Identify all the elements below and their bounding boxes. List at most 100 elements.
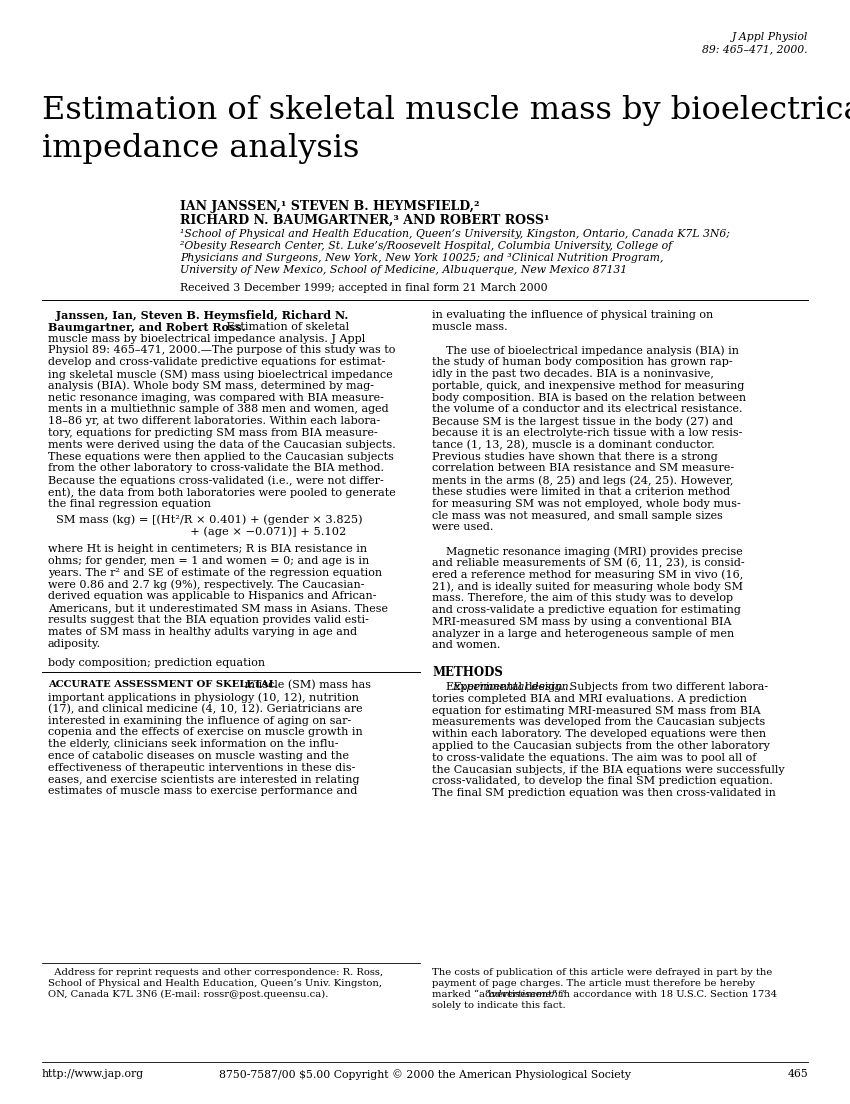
- Text: correlation between BIA resistance and SM measure-: correlation between BIA resistance and S…: [432, 464, 734, 474]
- Text: years. The r² and SE of estimate of the regression equation: years. The r² and SE of estimate of the …: [48, 567, 383, 577]
- Text: ohms; for gender, men = 1 and women = 0; and age is in: ohms; for gender, men = 1 and women = 0;…: [48, 556, 369, 566]
- Text: idly in the past two decades. BIA is a noninvasive,: idly in the past two decades. BIA is a n…: [432, 369, 714, 379]
- Text: Estimation of skeletal muscle mass by bioelectrical
impedance analysis: Estimation of skeletal muscle mass by bi…: [42, 95, 850, 164]
- Text: ACCURATE ASSESSMENT OF SKELETAL: ACCURATE ASSESSMENT OF SKELETAL: [48, 680, 275, 689]
- Text: 18–86 yr, at two different laboratories. Within each labora-: 18–86 yr, at two different laboratories.…: [48, 416, 380, 426]
- Text: the study of human body composition has grown rap-: the study of human body composition has …: [432, 358, 733, 368]
- Text: METHODS: METHODS: [432, 666, 503, 679]
- Text: Estimation of skeletal: Estimation of skeletal: [223, 321, 349, 332]
- Text: effectiveness of therapeutic interventions in these dis-: effectiveness of therapeutic interventio…: [48, 763, 355, 773]
- Text: 465: 465: [787, 1069, 808, 1079]
- Text: the elderly, clinicians seek information on the influ-: the elderly, clinicians seek information…: [48, 740, 338, 750]
- Text: The costs of publication of this article were defrayed in part by the: The costs of publication of this article…: [432, 968, 773, 977]
- Text: ²Obesity Research Center, St. Luke’s/Roosevelt Hospital, Columbia University, Co: ²Obesity Research Center, St. Luke’s/Roo…: [180, 241, 672, 251]
- Text: and cross-validate a predictive equation for estimating: and cross-validate a predictive equation…: [432, 605, 741, 615]
- Text: Address for reprint requests and other correspondence: R. Ross,: Address for reprint requests and other c…: [48, 968, 383, 977]
- Text: tory, equations for predicting SM mass from BIA measure-: tory, equations for predicting SM mass f…: [48, 428, 377, 438]
- Text: analysis (BIA). Whole body SM mass, determined by mag-: analysis (BIA). Whole body SM mass, dete…: [48, 381, 374, 391]
- Text: where Ht is height in centimeters; R is BIA resistance in: where Ht is height in centimeters; R is …: [48, 544, 367, 554]
- Text: muscle (SM) mass has: muscle (SM) mass has: [241, 680, 371, 690]
- Text: results suggest that the BIA equation provides valid esti-: results suggest that the BIA equation pr…: [48, 615, 369, 625]
- Text: mass. Therefore, the aim of this study was to develop: mass. Therefore, the aim of this study w…: [432, 593, 733, 603]
- Text: marked “advertisement” in accordance with 18 U.S.C. Section 1734: marked “advertisement” in accordance wit…: [432, 990, 777, 999]
- Text: “advertisement”: “advertisement”: [484, 990, 567, 999]
- Text: these studies were limited in that a criterion method: these studies were limited in that a cri…: [432, 487, 730, 497]
- Text: important applications in physiology (10, 12), nutrition: important applications in physiology (10…: [48, 692, 359, 702]
- Text: http://www.jap.org: http://www.jap.org: [42, 1069, 144, 1079]
- Text: These equations were then applied to the Caucasian subjects: These equations were then applied to the…: [48, 452, 394, 461]
- Text: SM mass (kg) = [(Ht²/R × 0.401) + (gender × 3.825): SM mass (kg) = [(Ht²/R × 0.401) + (gende…: [56, 514, 363, 526]
- Text: ON, Canada K7L 3N6 (E-mail: rossr@post.queensu.ca).: ON, Canada K7L 3N6 (E-mail: rossr@post.q…: [48, 990, 328, 999]
- Text: ered a reference method for measuring SM in vivo (16,: ered a reference method for measuring SM…: [432, 570, 743, 581]
- Text: 8750-7587/00 $5.00 Copyright © 2000 the American Physiological Society: 8750-7587/00 $5.00 Copyright © 2000 the …: [219, 1069, 631, 1080]
- Text: muscle mass.: muscle mass.: [432, 321, 507, 332]
- Text: analyzer in a large and heterogeneous sample of men: analyzer in a large and heterogeneous sa…: [432, 628, 734, 638]
- Text: (17), and clinical medicine (4, 10, 12). Geriatricians are: (17), and clinical medicine (4, 10, 12).…: [48, 704, 363, 714]
- Text: RICHARD N. BAUMGARTNER,³ AND ROBERT ROSS¹: RICHARD N. BAUMGARTNER,³ AND ROBERT ROSS…: [180, 214, 549, 227]
- Text: in evaluating the influence of physical training on: in evaluating the influence of physical …: [432, 310, 713, 320]
- Text: adiposity.: adiposity.: [48, 638, 101, 649]
- Text: cle mass was not measured, and small sample sizes: cle mass was not measured, and small sam…: [432, 510, 722, 521]
- Text: Because the equations cross-validated (i.e., were not differ-: Because the equations cross-validated (i…: [48, 475, 383, 486]
- Text: Experimental design. Subjects from two different labora-: Experimental design. Subjects from two d…: [432, 682, 768, 692]
- Text: Janssen, Ian, Steven B. Heymsfield, Richard N.: Janssen, Ian, Steven B. Heymsfield, Rich…: [48, 310, 348, 321]
- Text: The use of bioelectrical impedance analysis (BIA) in: The use of bioelectrical impedance analy…: [432, 346, 739, 355]
- Text: body composition. BIA is based on the relation between: body composition. BIA is based on the re…: [432, 393, 746, 403]
- Text: applied to the Caucasian subjects from the other laboratory: applied to the Caucasian subjects from t…: [432, 741, 770, 751]
- Text: interested in examining the influence of aging on sar-: interested in examining the influence of…: [48, 715, 351, 725]
- Text: ments in a multiethnic sample of 388 men and women, aged: ments in a multiethnic sample of 388 men…: [48, 404, 388, 414]
- Text: Baumgartner, and Robert Ross.: Baumgartner, and Robert Ross.: [48, 321, 246, 332]
- Text: The final SM prediction equation was then cross-validated in: The final SM prediction equation was the…: [432, 788, 776, 798]
- Text: measurements was developed from the Caucasian subjects: measurements was developed from the Cauc…: [432, 718, 765, 728]
- Text: eases, and exercise scientists are interested in relating: eases, and exercise scientists are inter…: [48, 775, 360, 785]
- Text: for measuring SM was not employed, whole body mus-: for measuring SM was not employed, whole…: [432, 499, 740, 509]
- Text: + (age × −0.071)] + 5.102: + (age × −0.071)] + 5.102: [56, 527, 346, 537]
- Text: equation for estimating MRI-measured SM mass from BIA: equation for estimating MRI-measured SM …: [432, 705, 761, 715]
- Text: payment of page charges. The article must therefore be hereby: payment of page charges. The article mus…: [432, 979, 755, 988]
- Text: the volume of a conductor and its electrical resistance.: the volume of a conductor and its electr…: [432, 404, 743, 414]
- Text: 89: 465–471, 2000.: 89: 465–471, 2000.: [702, 44, 808, 54]
- Text: netic resonance imaging, was compared with BIA measure-: netic resonance imaging, was compared wi…: [48, 393, 384, 403]
- Text: ¹School of Physical and Health Education, Queen’s University, Kingston, Ontario,: ¹School of Physical and Health Education…: [180, 229, 730, 240]
- Text: copenia and the effects of exercise on muscle growth in: copenia and the effects of exercise on m…: [48, 728, 363, 737]
- Text: tance (1, 13, 28), muscle is a dominant conductor.: tance (1, 13, 28), muscle is a dominant …: [432, 439, 715, 450]
- Text: ent), the data from both laboratories were pooled to generate: ent), the data from both laboratories we…: [48, 487, 396, 498]
- Text: tories completed BIA and MRI evaluations. A prediction: tories completed BIA and MRI evaluations…: [432, 693, 747, 704]
- Text: solely to indicate this fact.: solely to indicate this fact.: [432, 1001, 565, 1010]
- Text: estimates of muscle mass to exercise performance and: estimates of muscle mass to exercise per…: [48, 786, 357, 796]
- Text: Previous studies have shown that there is a strong: Previous studies have shown that there i…: [432, 452, 717, 461]
- Text: MRI-measured SM mass by using a conventional BIA: MRI-measured SM mass by using a conventi…: [432, 617, 732, 627]
- Text: were 0.86 and 2.7 kg (9%), respectively. The Caucasian-: were 0.86 and 2.7 kg (9%), respectively.…: [48, 580, 365, 591]
- Text: derived equation was applicable to Hispanics and African-: derived equation was applicable to Hispa…: [48, 592, 377, 602]
- Text: develop and cross-validate predictive equations for estimat-: develop and cross-validate predictive eq…: [48, 358, 385, 368]
- Text: and women.: and women.: [432, 640, 501, 650]
- Text: Physiol 89: 465–471, 2000.—The purpose of this study was to: Physiol 89: 465–471, 2000.—The purpose o…: [48, 346, 395, 355]
- Text: within each laboratory. The developed equations were then: within each laboratory. The developed eq…: [432, 730, 766, 740]
- Text: mates of SM mass in healthy adults varying in age and: mates of SM mass in healthy adults varyi…: [48, 627, 357, 637]
- Text: muscle mass by bioelectrical impedance analysis. J Appl: muscle mass by bioelectrical impedance a…: [48, 333, 366, 343]
- Text: University of New Mexico, School of Medicine, Albuquerque, New Mexico 87131: University of New Mexico, School of Medi…: [180, 265, 627, 275]
- Text: School of Physical and Health Education, Queen’s Univ. Kingston,: School of Physical and Health Education,…: [48, 979, 383, 988]
- Text: the Caucasian subjects, if the BIA equations were successfully: the Caucasian subjects, if the BIA equat…: [432, 765, 785, 775]
- Text: 21), and is ideally suited for measuring whole body SM: 21), and is ideally suited for measuring…: [432, 582, 743, 592]
- Text: ence of catabolic diseases on muscle wasting and the: ence of catabolic diseases on muscle was…: [48, 751, 349, 761]
- Text: ments in the arms (8, 25) and legs (24, 25). However,: ments in the arms (8, 25) and legs (24, …: [432, 475, 734, 486]
- Text: because it is an electrolyte-rich tissue with a low resis-: because it is an electrolyte-rich tissue…: [432, 428, 742, 438]
- Text: Received 3 December 1999; accepted in final form 21 March 2000: Received 3 December 1999; accepted in fi…: [180, 283, 547, 293]
- Text: Physicians and Surgeons, New York, New York 10025; and ³Clinical Nutrition Progr: Physicians and Surgeons, New York, New Y…: [180, 253, 664, 263]
- Text: were used.: were used.: [432, 522, 493, 532]
- Text: Experimental design.: Experimental design.: [452, 682, 572, 692]
- Text: J Appl Physiol: J Appl Physiol: [732, 32, 808, 42]
- Text: Because SM is the largest tissue in the body (27) and: Because SM is the largest tissue in the …: [432, 416, 733, 427]
- Text: IAN JANSSEN,¹ STEVEN B. HEYMSFIELD,²: IAN JANSSEN,¹ STEVEN B. HEYMSFIELD,²: [180, 200, 479, 213]
- Text: body composition; prediction equation: body composition; prediction equation: [48, 658, 265, 668]
- Text: ing skeletal muscle (SM) mass using bioelectrical impedance: ing skeletal muscle (SM) mass using bioe…: [48, 369, 393, 380]
- Text: ments were derived using the data of the Caucasian subjects.: ments were derived using the data of the…: [48, 439, 396, 449]
- Text: portable, quick, and inexpensive method for measuring: portable, quick, and inexpensive method …: [432, 381, 745, 391]
- Text: Americans, but it underestimated SM mass in Asians. These: Americans, but it underestimated SM mass…: [48, 603, 388, 613]
- Text: to cross-validate the equations. The aim was to pool all of: to cross-validate the equations. The aim…: [432, 753, 756, 763]
- Text: cross-validated, to develop the final SM prediction equation.: cross-validated, to develop the final SM…: [432, 776, 773, 786]
- Text: and reliable measurements of SM (6, 11, 23), is consid-: and reliable measurements of SM (6, 11, …: [432, 558, 745, 569]
- Text: Magnetic resonance imaging (MRI) provides precise: Magnetic resonance imaging (MRI) provide…: [432, 546, 743, 556]
- Text: from the other laboratory to cross-validate the BIA method.: from the other laboratory to cross-valid…: [48, 464, 384, 474]
